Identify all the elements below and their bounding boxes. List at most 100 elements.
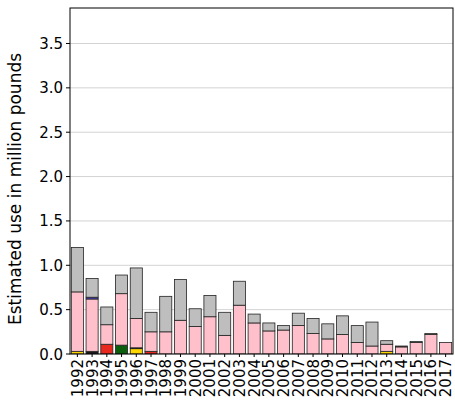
bar-segment <box>395 346 407 347</box>
bar-segment <box>278 330 290 354</box>
bar-segment <box>189 309 201 327</box>
tick-mark <box>77 354 78 357</box>
category-label: 2017 <box>437 359 455 397</box>
grid-line <box>70 265 453 266</box>
bar-segment <box>351 342 363 354</box>
bar-segment <box>351 326 363 343</box>
tick-mark <box>416 354 417 357</box>
bar-segment <box>71 248 83 292</box>
tick-mark <box>430 354 431 357</box>
tick-mark <box>239 354 240 357</box>
bar-segment <box>395 347 407 354</box>
tick-mark <box>66 354 70 355</box>
bar-segment <box>366 346 378 354</box>
bar-segment <box>71 292 83 351</box>
bar-segment <box>204 317 216 354</box>
tick-mark <box>121 354 122 357</box>
tick-mark <box>371 354 372 357</box>
bar-segment <box>440 342 452 343</box>
bar-segment <box>116 275 128 294</box>
bar-segment <box>116 345 128 354</box>
grid-line <box>70 87 453 88</box>
tick-mark <box>66 176 70 177</box>
bar-segment <box>410 342 422 354</box>
tick-label: 2.5 <box>39 124 63 142</box>
tick-mark <box>401 354 402 357</box>
tick-mark <box>195 354 196 357</box>
bar-segment <box>307 334 319 354</box>
bar-segment <box>101 325 113 345</box>
tick-label: 1.5 <box>39 212 63 230</box>
tick-mark <box>445 354 446 357</box>
tick-mark <box>106 354 107 357</box>
tick-label: 0.5 <box>39 301 63 319</box>
bar-segment <box>336 334 348 354</box>
tick-label: 3.5 <box>39 35 63 53</box>
bar-segment <box>174 279 186 320</box>
tick-mark <box>298 354 299 357</box>
tick-mark <box>66 220 70 221</box>
bar-segment <box>130 349 142 354</box>
bar-segment <box>292 313 304 325</box>
tick-mark <box>209 354 210 357</box>
grid-line <box>70 132 453 133</box>
bar-segment <box>336 316 348 335</box>
tick-mark <box>165 354 166 357</box>
bar-segment <box>292 326 304 354</box>
tick-mark <box>66 265 70 266</box>
tick-mark <box>254 354 255 357</box>
bar-segment <box>440 342 452 354</box>
grid-line <box>70 220 453 221</box>
bar-segment <box>233 305 245 354</box>
bar-segment <box>233 281 245 305</box>
tick-label: 0.0 <box>39 346 63 364</box>
tick-mark <box>92 354 93 357</box>
tick-label: 2.0 <box>39 168 63 186</box>
tick-label: 3.0 <box>39 79 63 97</box>
bar-segment <box>160 296 172 331</box>
bar-segment <box>366 322 378 346</box>
bar-segment <box>145 312 157 332</box>
bar-segment <box>263 323 275 331</box>
tick-mark <box>327 354 328 357</box>
bar-segment <box>278 326 290 330</box>
bar-segment <box>130 319 142 348</box>
bar-segment <box>263 331 275 354</box>
bar-segment <box>307 319 319 334</box>
bar-segment <box>101 307 113 325</box>
tick-mark <box>66 132 70 133</box>
bar-segment <box>219 335 231 354</box>
bar-segment <box>160 332 172 354</box>
bar-segment <box>410 341 422 343</box>
tick-mark <box>66 87 70 88</box>
bars <box>71 248 451 354</box>
tick-mark <box>313 354 314 357</box>
tick-mark <box>386 354 387 357</box>
bar-segment <box>381 341 393 345</box>
tick-label: 1.0 <box>39 257 63 275</box>
y-axis-label: Estimated use in million pounds <box>5 53 25 325</box>
bar-segment <box>248 323 260 354</box>
grid-line <box>70 176 453 177</box>
bar-segment <box>322 324 334 339</box>
tick-mark <box>180 354 181 357</box>
bar-segment <box>410 342 422 343</box>
tick-mark <box>151 354 152 357</box>
bar-segment <box>395 346 407 348</box>
tick-mark <box>66 43 70 44</box>
plot-frame <box>70 8 453 354</box>
tick-mark <box>136 354 137 357</box>
bar-segment <box>425 334 437 335</box>
bar-segment <box>86 279 98 298</box>
grid-line <box>70 43 453 44</box>
bar-segment <box>425 333 437 335</box>
bar-segment <box>174 320 186 354</box>
bar-segment <box>425 334 437 354</box>
bar-segment <box>130 268 142 319</box>
bar-segment <box>204 295 216 316</box>
tick-mark <box>224 354 225 357</box>
tick-mark <box>268 354 269 357</box>
bar-segment <box>101 344 113 354</box>
bar-segment <box>189 326 201 354</box>
chart: 0.00.51.01.52.02.53.03.51992199319941995… <box>0 0 455 403</box>
